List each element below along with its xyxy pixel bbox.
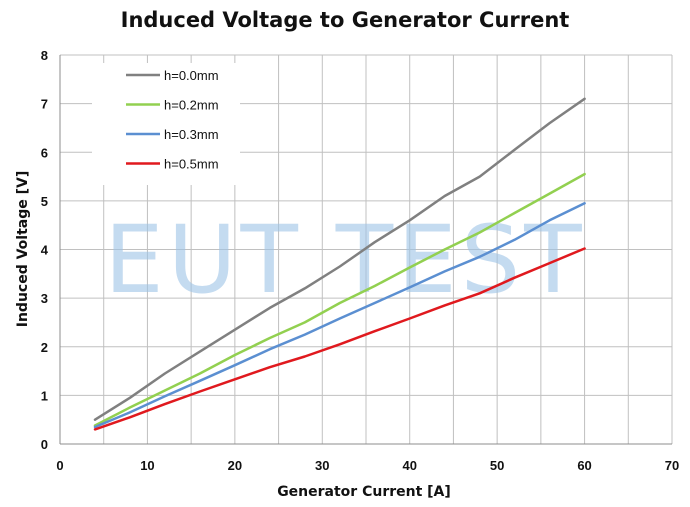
series-line-h=0.2mm <box>93 172 586 427</box>
y-tick-label: 8 <box>41 48 48 63</box>
y-tick-label: 6 <box>41 145 48 160</box>
axes <box>59 55 672 445</box>
chart-title: Induced Voltage to Generator Current <box>121 8 570 32</box>
y-tick-label: 5 <box>41 194 48 209</box>
x-tick-label: 30 <box>315 458 329 473</box>
y-tick-label: 1 <box>41 388 48 403</box>
series-line-h=0.5mm <box>93 247 586 431</box>
watermark-text: EUT TEST <box>104 206 585 315</box>
legend-box <box>92 63 240 185</box>
y-tick-label: 2 <box>41 340 48 355</box>
x-axis-label: Generator Current [A] <box>277 484 451 500</box>
y-tick-label: 3 <box>41 291 48 306</box>
series-lines <box>93 97 586 431</box>
y-tick-label: 0 <box>41 437 48 452</box>
legend-label: h=0.0mm <box>164 68 219 83</box>
x-tick-label: 10 <box>140 458 154 473</box>
tick-labels: 0 10 20 30 40 50 60 70 0 1 2 3 4 5 6 7 8 <box>41 48 679 473</box>
x-tick-label: 70 <box>665 458 679 473</box>
x-tick-label: 50 <box>490 458 504 473</box>
x-tick-label: 0 <box>56 458 63 473</box>
x-tick-label: 20 <box>228 458 242 473</box>
legend-label: h=0.3mm <box>164 127 219 142</box>
series-line-h=0.0mm <box>93 97 586 421</box>
x-tick-label: 40 <box>402 458 416 473</box>
legend: h=0.0mm h=0.2mm h=0.3mm h=0.5mm <box>92 63 240 185</box>
legend-label: h=0.5mm <box>164 157 219 172</box>
series-line-h=0.3mm <box>93 202 586 429</box>
y-axis-label: Induced Voltage [V] <box>15 171 31 328</box>
legend-label: h=0.2mm <box>164 98 219 113</box>
y-tick-label: 4 <box>41 243 49 258</box>
x-tick-label: 60 <box>577 458 591 473</box>
y-tick-label: 7 <box>41 97 48 112</box>
